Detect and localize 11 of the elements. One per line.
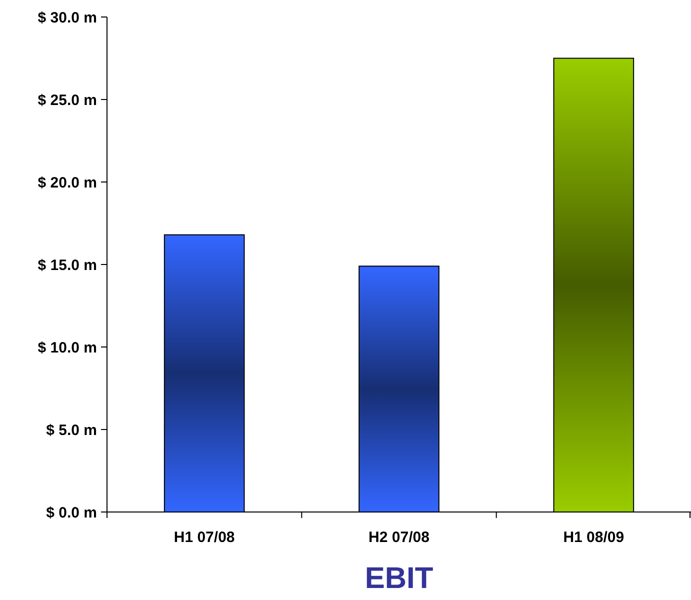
y-tick-label: $ 15.0 m: [38, 256, 97, 274]
y-tick-label: $ 10.0 m: [38, 339, 97, 356]
y-tick-label: $ 0.0 m: [46, 504, 97, 522]
y-tick-label: $ 25.0 m: [38, 92, 97, 109]
x-tick-label: H1 07/08: [174, 529, 235, 546]
text: EBIT: [364, 562, 434, 595]
y-tick-label: $ 30.0 m: [38, 9, 97, 26]
x-tick-label: H1 08/09: [563, 529, 624, 546]
y-tick-label: $ 5.0 m: [46, 422, 97, 439]
x-tick-label: H2 07/08: [368, 529, 430, 546]
y-tick-label: $ 20.0 m: [38, 174, 97, 192]
